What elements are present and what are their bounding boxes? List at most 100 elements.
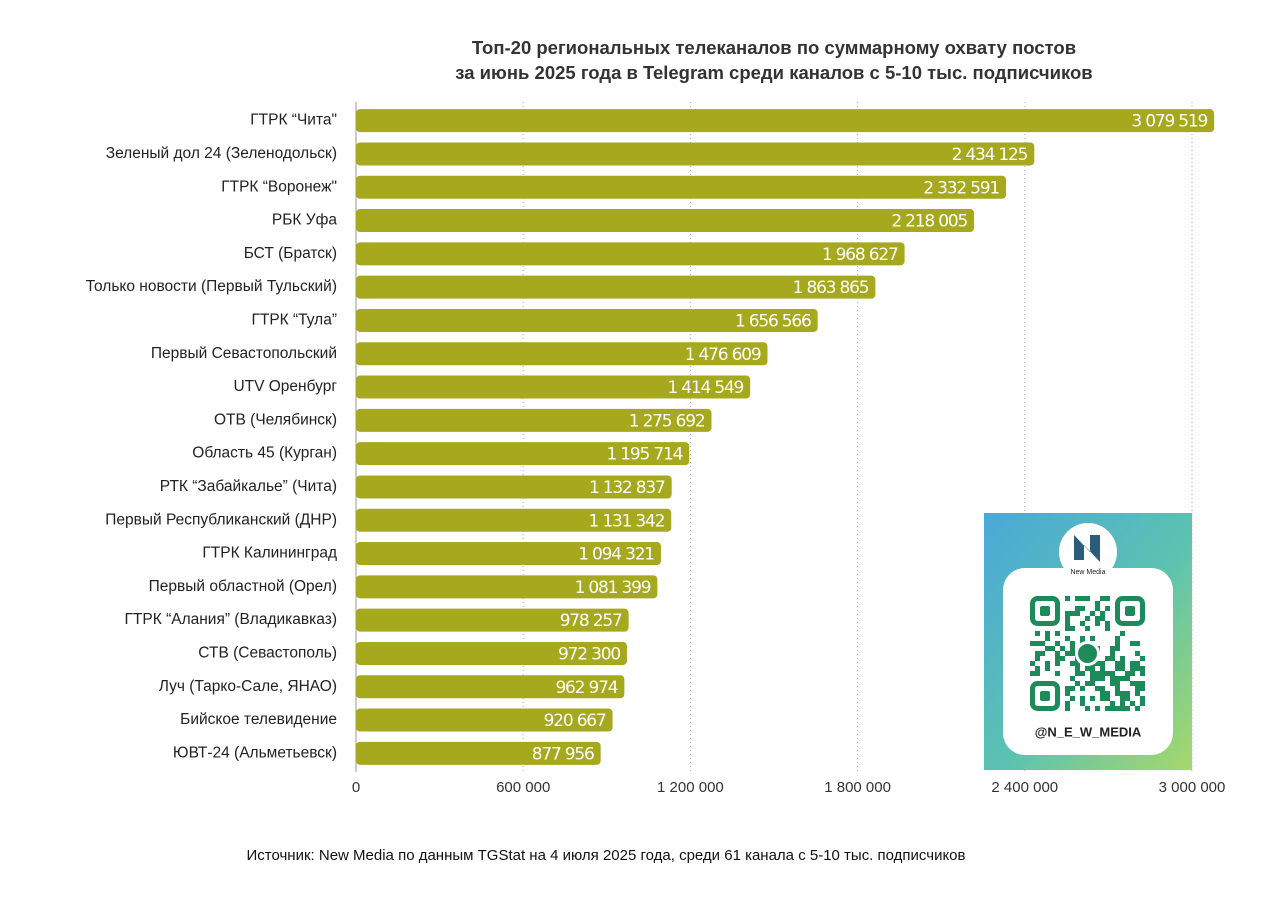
- qr-cell: [1055, 656, 1060, 661]
- qr-cell: [1115, 636, 1120, 641]
- source-note: Источник: New Media по данным TGStat на …: [247, 847, 966, 864]
- qr-cell: [1065, 686, 1070, 691]
- qr-cell: [1135, 706, 1140, 711]
- qr-cell: [1080, 701, 1085, 706]
- qr-cell: [1135, 651, 1140, 656]
- bar: [356, 608, 629, 632]
- qr-cell: [1070, 641, 1075, 646]
- qr-cell: [1090, 611, 1095, 616]
- qr-cell: [1060, 656, 1065, 661]
- qr-cell: [1135, 641, 1140, 646]
- qr-cell: [1080, 671, 1085, 676]
- qr-cell: [1105, 656, 1110, 661]
- qr-cell: [1120, 691, 1125, 696]
- qr-cell: [1080, 596, 1085, 601]
- category-label: Луч (Тарко-Сале, ЯНАО): [159, 678, 337, 695]
- qr-cell: [1120, 656, 1125, 661]
- qr-cell: [1030, 671, 1035, 676]
- qr-cell: [1085, 596, 1090, 601]
- qr-cell: [1130, 681, 1135, 686]
- qr-cell: [1090, 666, 1095, 671]
- qr-cell: [1140, 701, 1145, 706]
- category-label: ГТРК “Чита": [250, 112, 337, 129]
- value-label: 1 275 692: [629, 411, 705, 431]
- qr-cell: [1115, 641, 1120, 646]
- qr-cell: [1115, 681, 1120, 686]
- category-label: Бийское телевидение: [180, 711, 337, 728]
- qr-cell: [1135, 686, 1140, 691]
- chart-title: за июнь 2025 года в Telegram среди канал…: [455, 62, 1092, 83]
- qr-cell: [1050, 646, 1055, 651]
- qr-cell: [1120, 666, 1125, 671]
- category-label: ЮВТ-24 (Альметьевск): [173, 744, 337, 761]
- qr-cell: [1090, 681, 1095, 686]
- qr-cell: [1080, 686, 1085, 691]
- bar: [356, 209, 975, 233]
- bar: [356, 542, 661, 566]
- bar: [356, 442, 690, 466]
- qr-cell: [1105, 691, 1110, 696]
- bar: [356, 342, 768, 366]
- qr-cell: [1070, 651, 1075, 656]
- qr-cell: [1100, 596, 1105, 601]
- qr-cell: [1095, 661, 1100, 666]
- qr-cell: [1070, 676, 1075, 681]
- qr-cell: [1085, 706, 1090, 711]
- qr-cell: [1060, 646, 1065, 651]
- qr-cell: [1115, 646, 1120, 651]
- qr-cell: [1065, 611, 1070, 616]
- qr-cell: [1130, 641, 1135, 646]
- x-tick-label: 600 000: [496, 779, 550, 796]
- bar: [356, 708, 613, 732]
- qr-cell: [1100, 696, 1105, 701]
- category-label: ГТРК Калининград: [202, 545, 337, 562]
- qr-cell: [1070, 661, 1075, 666]
- qr-cell: [1090, 671, 1095, 676]
- bar: [356, 375, 751, 399]
- qr-cell: [1090, 676, 1095, 681]
- x-tick-label: 2 400 000: [991, 779, 1058, 796]
- qr-finder: [1030, 596, 1060, 626]
- qr-cell: [1125, 706, 1130, 711]
- qr-cell: [1120, 706, 1125, 711]
- qr-cell: [1115, 661, 1120, 666]
- qr-cell: [1070, 686, 1075, 691]
- qr-cell: [1115, 686, 1120, 691]
- qr-cell: [1140, 666, 1145, 671]
- qr-cell: [1115, 676, 1120, 681]
- qr-cell: [1095, 616, 1100, 621]
- qr-cell: [1105, 696, 1110, 701]
- bar: [356, 408, 712, 432]
- category-label: РБК Уфа: [272, 212, 337, 229]
- value-label: 1 414 549: [667, 378, 743, 398]
- value-label: 1 132 837: [589, 478, 665, 498]
- qr-cell: [1100, 691, 1105, 696]
- qr-cell: [1105, 626, 1110, 631]
- bar: [356, 741, 601, 765]
- value-label: 962 974: [555, 678, 617, 698]
- bar: [356, 142, 1035, 166]
- qr-cell: [1055, 651, 1060, 656]
- qr-cell: [1065, 706, 1070, 711]
- qr-cell: [1130, 701, 1135, 706]
- value-label: 3 079 519: [1131, 112, 1207, 132]
- qr-cell: [1110, 671, 1115, 676]
- value-label: 978 257: [560, 611, 622, 631]
- qr-cell: [1130, 671, 1135, 676]
- qr-cell: [1055, 641, 1060, 646]
- qr-finder: [1125, 606, 1135, 616]
- qr-cell: [1090, 696, 1095, 701]
- value-label: 877 956: [532, 744, 594, 764]
- bar: [356, 508, 672, 532]
- qr-cell: [1120, 696, 1125, 701]
- qr-cell: [1085, 616, 1090, 621]
- value-label: 1 131 342: [589, 511, 665, 531]
- qr-cell: [1065, 651, 1070, 656]
- qr-cell: [1095, 686, 1100, 691]
- qr-cell: [1085, 666, 1090, 671]
- bar: [356, 242, 905, 266]
- qr-cell: [1095, 706, 1100, 711]
- qr-cell: [1100, 616, 1105, 621]
- qr-finder: [1040, 691, 1050, 701]
- bar: [356, 575, 658, 599]
